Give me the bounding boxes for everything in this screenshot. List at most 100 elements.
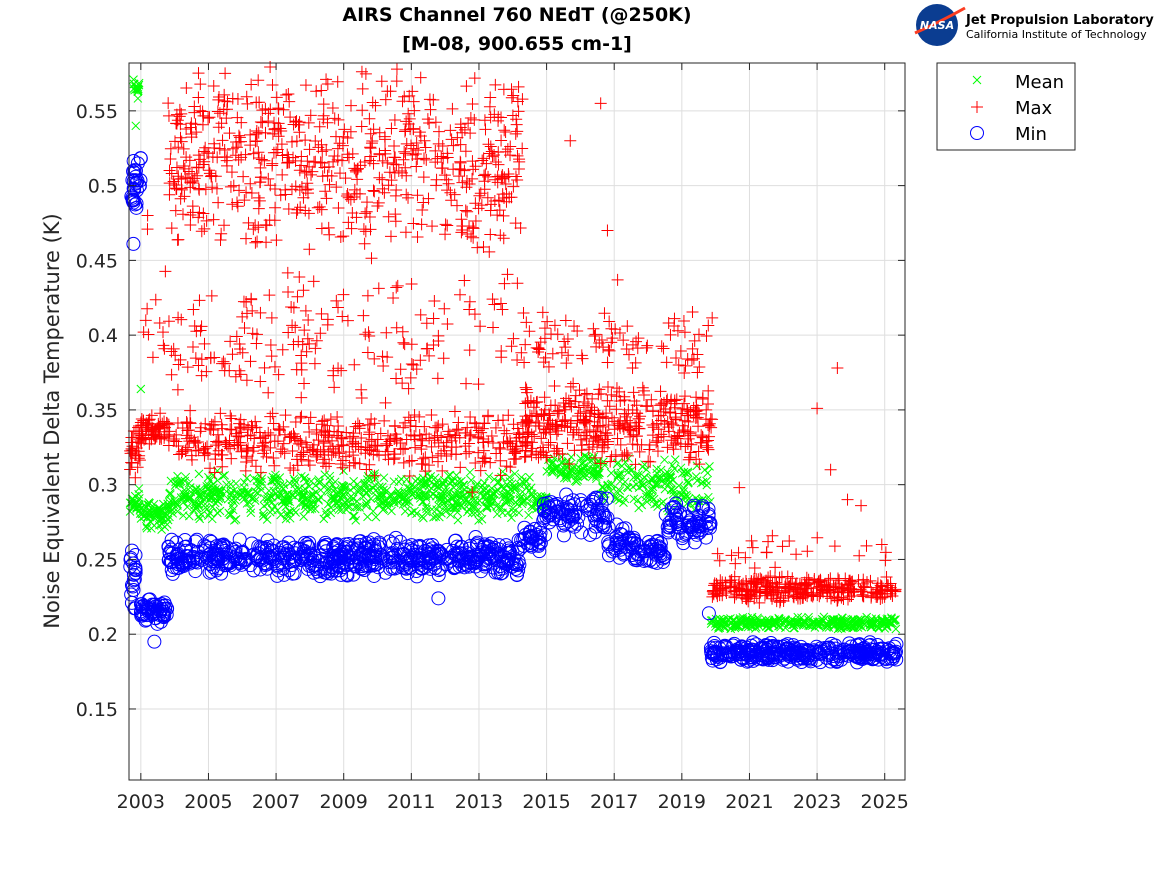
max-point bbox=[192, 359, 205, 372]
mean-point bbox=[133, 94, 143, 103]
x-tick-label: 2005 bbox=[184, 791, 232, 813]
max-point bbox=[346, 438, 359, 451]
max-point bbox=[244, 429, 257, 442]
mean-point bbox=[638, 480, 648, 490]
max-point bbox=[407, 217, 420, 230]
mean-point bbox=[214, 485, 224, 494]
max-point bbox=[367, 184, 380, 197]
mean-point bbox=[405, 483, 415, 493]
max-point bbox=[632, 332, 645, 345]
y-tick-label: 0.3 bbox=[88, 475, 118, 497]
max-point bbox=[244, 355, 257, 368]
max-point bbox=[733, 481, 746, 494]
max-point bbox=[363, 112, 376, 125]
max-point bbox=[403, 455, 416, 468]
max-point bbox=[678, 326, 691, 339]
max-point bbox=[410, 160, 423, 173]
max-point bbox=[382, 210, 395, 223]
max-point bbox=[324, 413, 337, 426]
max-point bbox=[360, 205, 373, 218]
mean-point bbox=[639, 472, 649, 482]
x-tick-label: 2013 bbox=[455, 791, 503, 813]
max-point bbox=[279, 409, 292, 422]
mean-point bbox=[225, 510, 235, 519]
max-point bbox=[387, 292, 400, 305]
mean-point bbox=[465, 467, 475, 477]
max-point bbox=[631, 342, 644, 355]
max-point bbox=[335, 364, 348, 377]
max-point bbox=[438, 302, 451, 315]
max-point bbox=[484, 228, 497, 241]
max-point bbox=[441, 317, 454, 330]
max-point bbox=[725, 573, 738, 586]
mean-point bbox=[393, 486, 403, 496]
max-point bbox=[732, 546, 745, 559]
max-point bbox=[207, 213, 220, 226]
chart-title-line1: AIRS Channel 760 NEdT (@250K) bbox=[342, 4, 691, 26]
mean-point bbox=[437, 493, 446, 502]
max-point bbox=[272, 368, 285, 381]
max-point bbox=[180, 82, 193, 95]
max-point bbox=[143, 437, 156, 450]
max-point bbox=[351, 162, 364, 175]
mean-point bbox=[134, 494, 144, 503]
mean-point bbox=[660, 455, 669, 465]
mean-point bbox=[847, 615, 856, 624]
mean-point bbox=[511, 483, 521, 493]
max-point bbox=[674, 344, 687, 357]
max-point bbox=[220, 112, 233, 125]
max-point bbox=[375, 75, 388, 88]
max-point bbox=[551, 442, 564, 455]
max-point bbox=[417, 452, 430, 465]
mean-point bbox=[298, 498, 308, 508]
max-point bbox=[297, 284, 310, 297]
max-point bbox=[677, 314, 690, 327]
mean-point bbox=[345, 493, 355, 503]
max-point bbox=[464, 111, 477, 124]
mean-point bbox=[585, 463, 594, 473]
mean-point bbox=[835, 622, 844, 631]
mean-point bbox=[662, 473, 671, 483]
mean-point bbox=[620, 494, 630, 504]
max-point bbox=[137, 414, 150, 427]
max-point bbox=[204, 351, 217, 364]
mean-point bbox=[323, 484, 333, 494]
max-point bbox=[282, 285, 295, 298]
max-point bbox=[423, 93, 436, 106]
mean-point bbox=[736, 619, 745, 629]
max-point bbox=[479, 168, 492, 181]
max-point bbox=[576, 352, 589, 365]
mean-point bbox=[494, 503, 504, 512]
mean-point bbox=[258, 509, 268, 518]
max-point bbox=[307, 275, 320, 288]
mean-point bbox=[744, 617, 754, 626]
mean-point bbox=[275, 488, 284, 498]
mean-point bbox=[368, 506, 378, 516]
max-point bbox=[411, 189, 424, 202]
mean-point bbox=[466, 475, 476, 485]
max-point bbox=[484, 140, 497, 153]
max-point bbox=[285, 300, 298, 313]
mean-point bbox=[615, 495, 624, 505]
max-point bbox=[163, 164, 176, 177]
max-point bbox=[399, 226, 412, 239]
mean-point bbox=[642, 497, 652, 507]
max-point bbox=[291, 203, 304, 216]
max-point bbox=[511, 125, 524, 138]
y-tick-label: 0.35 bbox=[76, 400, 118, 422]
max-point bbox=[790, 548, 803, 561]
max-point bbox=[227, 179, 240, 192]
min-point bbox=[147, 634, 162, 649]
max-point bbox=[441, 219, 454, 232]
mean-point bbox=[814, 621, 824, 631]
mean-point bbox=[290, 476, 300, 486]
max-point bbox=[365, 252, 378, 265]
max-point bbox=[315, 222, 328, 235]
max-point bbox=[463, 177, 476, 190]
max-point bbox=[322, 221, 335, 234]
mean-point bbox=[134, 484, 144, 493]
max-point bbox=[748, 562, 761, 575]
max-point bbox=[389, 151, 402, 164]
mean-point bbox=[515, 490, 525, 499]
max-point bbox=[769, 561, 782, 574]
